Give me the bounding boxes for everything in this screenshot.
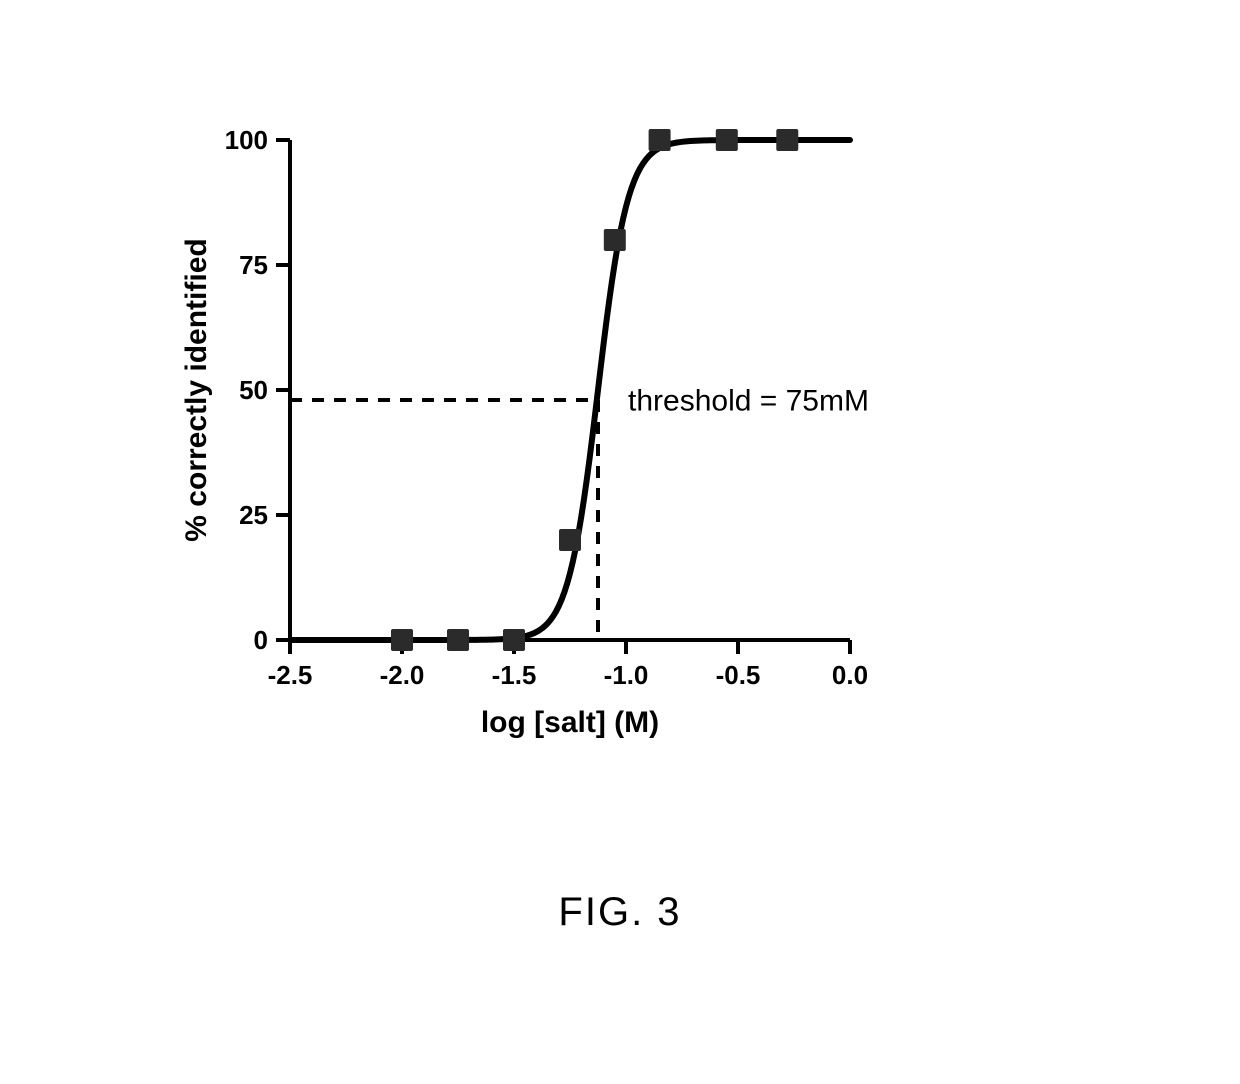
y-tick-label: 0 xyxy=(254,625,268,655)
data-point xyxy=(776,129,798,151)
y-axis-label: % correctly identified xyxy=(180,238,213,541)
x-tick-label: -2.5 xyxy=(268,660,313,690)
x-tick-label: 0.0 xyxy=(832,660,868,690)
data-point xyxy=(447,629,469,651)
x-tick-label: -1.0 xyxy=(604,660,649,690)
data-point xyxy=(503,629,525,651)
y-tick-label: 75 xyxy=(239,250,268,280)
dose-response-chart: -2.5 -2.0 -1.5 -1.0 -0.5 0.0 0 25 50 75 100 log [sa… xyxy=(160,120,1080,840)
x-tick-label: -1.5 xyxy=(492,660,537,690)
data-point xyxy=(391,629,413,651)
x-tick-label: -2.0 xyxy=(380,660,425,690)
data-point xyxy=(604,229,626,251)
data-point xyxy=(559,529,581,551)
x-axis-label: log [salt] (M) xyxy=(481,706,659,739)
x-tick-label: -0.5 xyxy=(716,660,761,690)
threshold-label: threshold = 75mM xyxy=(628,385,869,418)
chart-container: -2.5 -2.0 -1.5 -1.0 -0.5 0.0 0 25 50 75 100 log [sa… xyxy=(160,120,1080,840)
y-tick-label: 25 xyxy=(239,500,268,530)
data-point xyxy=(649,129,671,151)
data-point xyxy=(716,129,738,151)
y-tick-label: 100 xyxy=(225,125,268,155)
y-tick-label: 50 xyxy=(239,375,268,405)
figure-caption: FIG. 3 xyxy=(0,890,1240,935)
